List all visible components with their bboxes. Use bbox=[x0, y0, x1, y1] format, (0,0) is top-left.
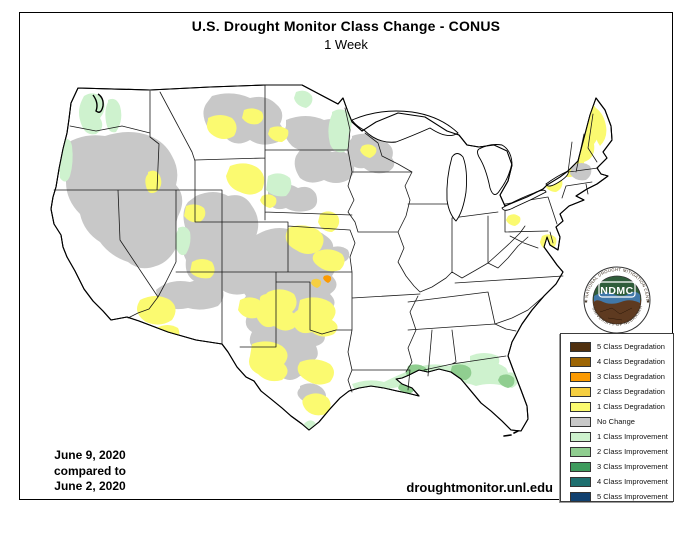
logo-river-wave bbox=[594, 291, 640, 304]
legend-swatch bbox=[570, 386, 591, 397]
legend-label: 1 Class Improvement bbox=[597, 432, 668, 441]
legend-label: 1 Class Degradation bbox=[597, 402, 665, 411]
legend-label: 4 Class Degradation bbox=[597, 357, 665, 366]
legend-swatch bbox=[570, 491, 591, 502]
source-url: droughtmonitor.unl.edu bbox=[406, 480, 553, 495]
legend-label: 4 Class Improvement bbox=[597, 477, 668, 486]
page-subtitle: 1 Week bbox=[324, 37, 368, 52]
legend-label: 5 Class Improvement bbox=[597, 492, 668, 501]
legend-item: 1 Class Improvement bbox=[561, 429, 673, 444]
date-previous: June 2, 2020 bbox=[54, 479, 126, 493]
legend-label: 2 Class Degradation bbox=[597, 387, 665, 396]
legend-box: 5 Class Degradation 4 Class Degradation 3 … bbox=[560, 333, 674, 502]
legend-label: 3 Class Degradation bbox=[597, 372, 665, 381]
legend-item: 5 Class Improvement bbox=[561, 489, 673, 504]
legend-swatch bbox=[570, 371, 591, 382]
logo-crack-lines bbox=[599, 307, 633, 321]
comparison-dates: June 9, 2020 compared to June 2, 2020 bbox=[28, 448, 152, 495]
legend-swatch bbox=[570, 446, 591, 457]
legend-label: 2 Class Improvement bbox=[597, 447, 668, 456]
legend-item: 4 Class Degradation bbox=[561, 354, 673, 369]
us-outline bbox=[50, 84, 613, 432]
legend-item: 2 Class Degradation bbox=[561, 384, 673, 399]
logo-acronym-box bbox=[598, 281, 636, 298]
title-block: U.S. Drought Monitor Class Change - CONU… bbox=[19, 18, 673, 52]
legend-swatch bbox=[570, 476, 591, 487]
legend-item: 3 Class Improvement bbox=[561, 459, 673, 474]
logo-acronym: NDMC bbox=[600, 285, 634, 297]
legend-label: 3 Class Improvement bbox=[597, 462, 668, 471]
legend-label: No Change bbox=[597, 417, 635, 426]
legend-item: 4 Class Improvement bbox=[561, 474, 673, 489]
logo-star-right-icon: ★ bbox=[646, 299, 651, 305]
lake-huron bbox=[477, 144, 513, 195]
legend-item: No Change bbox=[561, 414, 673, 429]
lake-erie bbox=[501, 189, 547, 211]
legend-item: 1 Class Degradation bbox=[561, 399, 673, 414]
legend-item: 2 Class Improvement bbox=[561, 444, 673, 459]
page-title: U.S. Drought Monitor Class Change - CONU… bbox=[191, 18, 501, 34]
legend-swatch bbox=[570, 461, 591, 472]
legend-swatch bbox=[570, 356, 591, 367]
logo-star-left-icon: ★ bbox=[584, 299, 589, 305]
legend-swatch bbox=[570, 431, 591, 442]
date-compared-label: compared to bbox=[53, 463, 126, 478]
state-borders bbox=[53, 84, 599, 393]
date-current: June 9, 2020 bbox=[54, 448, 126, 462]
puget-sound-detail bbox=[92, 93, 104, 113]
legend-swatch bbox=[570, 416, 591, 427]
florida-keys bbox=[503, 430, 519, 437]
great-lakes bbox=[351, 110, 569, 222]
legend-label: 5 Class Degradation bbox=[597, 342, 665, 351]
lake-michigan bbox=[446, 153, 468, 222]
legend-swatch bbox=[570, 341, 591, 352]
legend-item: 3 Class Degradation bbox=[561, 369, 673, 384]
legend-swatch bbox=[570, 401, 591, 412]
legend-item: 5 Class Degradation bbox=[561, 339, 673, 354]
